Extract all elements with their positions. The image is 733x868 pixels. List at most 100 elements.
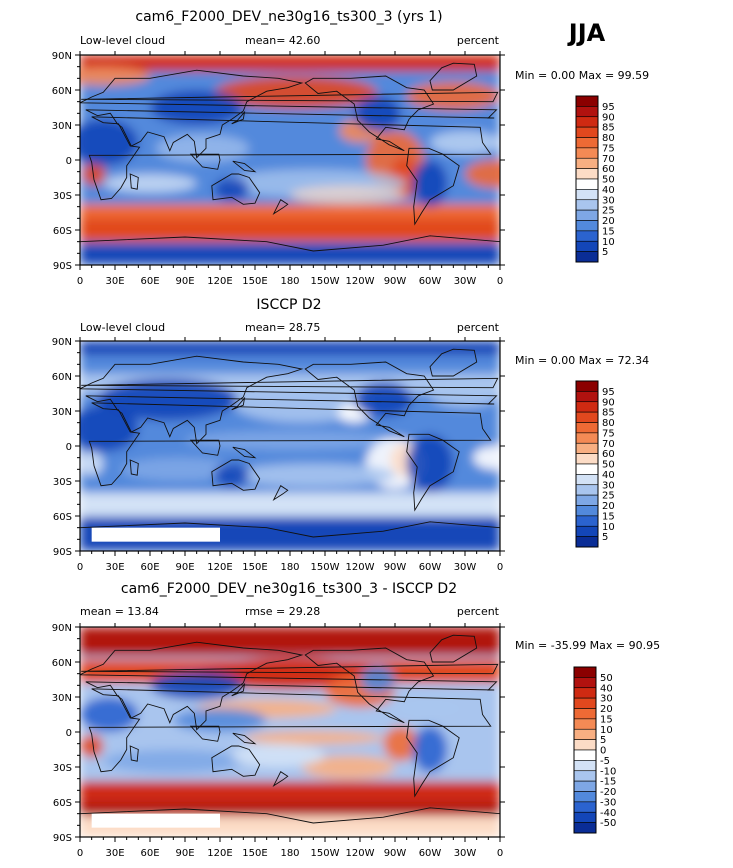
coastline [406,147,460,226]
colorbar-label: -20 [600,787,616,798]
colorbar-label: 60 [602,449,615,460]
latitude-band [80,218,500,242]
colorbar-label: 90 [602,112,615,123]
field-blob [103,174,197,193]
coastline [88,402,492,487]
colorbar-box [573,739,597,751]
coastline [231,396,246,411]
map-axes: 0 30E 60E 90E 120E 150E 180 150W 120W 90W 60W 30W 09… [52,337,505,573]
coastline [211,173,261,205]
x-tick-label: 0 [77,562,83,573]
coastline [272,771,289,787]
colorbar-label: 25 [602,206,615,217]
y-tick-label: 60N [52,372,72,383]
coastline [406,433,460,512]
coastline [189,439,221,456]
coastline [304,361,435,438]
colorbar-box [575,95,599,107]
field-blob [214,463,250,487]
x-tick-label: 90E [175,562,194,573]
x-tick-label: 30W [454,276,477,287]
x-tick-label: 180 [280,562,299,573]
colorbar-box [573,677,597,689]
x-tick-label: 90W [384,848,407,859]
colorbar-label: 5 [600,735,606,746]
colorbar-label: 60 [602,164,615,175]
field-blob [383,726,419,762]
x-tick-label: 120W [346,562,375,573]
colorbar-box [575,474,599,486]
colorbar-box [575,251,599,263]
field-blob [430,130,500,155]
colorbar-label: 85 [602,408,615,419]
colorbar-box [573,666,597,678]
field-blob [155,134,250,163]
y-tick-label: 30S [53,477,72,488]
colorbar-label: 20 [600,704,613,715]
x-tick-label: 60E [140,562,159,573]
coastline [80,521,500,551]
field-blob [185,430,395,450]
x-tick-label: 150E [242,276,267,287]
colorbar-box [575,178,599,190]
map-field [80,341,500,551]
field-blob [80,66,150,86]
colorbar-box [575,240,599,252]
map-field [80,627,500,837]
x-tick-label: 150W [311,276,340,287]
field-blob [290,185,407,205]
colorbar-box [575,494,599,506]
y-tick-label: 60N [52,658,72,669]
coastline [232,732,257,745]
colorbar-box [575,432,599,444]
colorbar-label: 10 [602,522,615,533]
coastline [81,377,499,389]
coastline [80,235,500,265]
colorbar-label: 15 [602,511,615,522]
colorbar-box [575,199,599,211]
colorbar-box [573,770,597,782]
coastline [189,153,221,170]
colorbar-box [573,811,597,823]
y-tick-label: 90S [53,261,72,272]
x-tick-label: 120W [346,848,375,859]
x-tick-label: 30E [105,848,124,859]
colorbar-label: 5 [602,532,608,543]
field-blob [473,446,500,470]
panel-minmax: Min = 0.00 Max = 99.59 [515,69,649,82]
coastline [232,160,257,173]
colorbar-box [575,505,599,517]
colorbar-label: -50 [600,818,616,829]
panel-minmax: Min = 0.00 Max = 72.34 [515,354,649,367]
x-tick-label: 30W [454,562,477,573]
x-tick-label: 150E [242,562,267,573]
panel-units-label: percent [457,605,500,618]
colorbar-box [575,189,599,201]
coastline [80,807,500,837]
x-tick-label: 120E [207,562,232,573]
colorbar-label: 85 [602,123,615,134]
field-blob [214,177,250,201]
x-tick-label: 90W [384,562,407,573]
colorbar-label: 10 [600,725,613,736]
coastline [304,647,435,724]
coastline [211,745,261,777]
missing-data-patch [91,527,221,542]
colorbar-box [575,453,599,465]
latitude-band [80,55,500,72]
y-tick-label: 60S [53,226,72,237]
panel-title: ISCCP D2 [256,297,321,313]
latitude-band [80,492,500,516]
field-blob [231,743,325,767]
colorbar-box [575,411,599,423]
x-tick-label: 90E [175,276,194,287]
x-tick-label: 30W [454,848,477,859]
colorbar-label: 30 [602,195,615,206]
field-blob [395,697,465,721]
colorbar-label: 20 [602,501,615,512]
field-blob [231,380,372,423]
colorbar-box [575,422,599,434]
x-tick-label: 120E [207,276,232,287]
latitude-band [80,802,500,816]
coastline [272,485,289,501]
